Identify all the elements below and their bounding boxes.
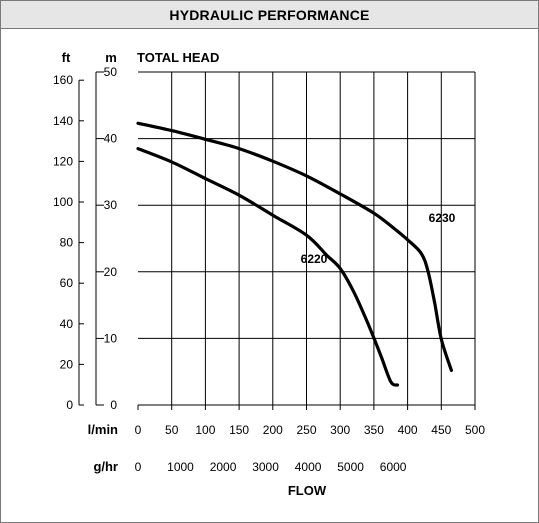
y-tick-label-m-10: 10 (104, 331, 118, 345)
x-tick-label-350: 350 (364, 423, 384, 437)
series-line-6230 (136, 121, 453, 372)
x-tick-label-300: 300 (330, 423, 350, 437)
x-tick-label-gph-5000: 5000 (337, 460, 364, 474)
grid-lines (138, 71, 476, 405)
x-tick-label-50: 50 (165, 423, 179, 437)
y-tick-label-ft-80: 80 (60, 236, 74, 250)
series-label-6220: 6220 (301, 252, 328, 266)
chart-title: HYDRAULIC PERFORMANCE (1, 1, 538, 29)
y-tick-label-ft-140: 140 (53, 114, 73, 128)
x-tick-label-gph-0: 0 (135, 460, 142, 474)
y-unit-m: m (105, 50, 117, 65)
y-tick-label-ft-160: 160 (53, 73, 73, 87)
axes (78, 71, 476, 410)
x-tick-label-gph-3000: 3000 (252, 460, 279, 474)
y-tick-label-ft-60: 60 (60, 276, 74, 290)
y-unit-ft: ft (62, 50, 71, 65)
series-line-6220 (136, 147, 400, 387)
y-tick-label-ft-120: 120 (53, 154, 73, 168)
x-tick-label-gph-1000: 1000 (167, 460, 194, 474)
x-tick-label-250: 250 (296, 423, 316, 437)
series-label-6230: 6230 (429, 211, 456, 225)
y-tick-label-m-0: 0 (110, 398, 117, 412)
x-tick-label-100: 100 (195, 423, 215, 437)
y-tick-label-ft-100: 100 (53, 195, 73, 209)
x-tick-label-400: 400 (398, 423, 418, 437)
x-tick-label-gph-6000: 6000 (380, 460, 407, 474)
y-tick-label-m-40: 40 (104, 132, 118, 146)
x-tick-label-0: 0 (135, 423, 142, 437)
x-tick-label-200: 200 (263, 423, 283, 437)
y-tick-label-m-50: 50 (104, 65, 118, 79)
y-tick-label-ft-20: 20 (60, 357, 74, 371)
chart-subtitle: TOTAL HEAD (137, 50, 219, 65)
x-axis-label: FLOW (288, 483, 327, 498)
x-tick-label-450: 450 (431, 423, 451, 437)
x-tick-label-150: 150 (229, 423, 249, 437)
x-tick-label-500: 500 (465, 423, 485, 437)
x-tick-label-gph-4000: 4000 (295, 460, 322, 474)
y-tick-label-ft-0: 0 (66, 398, 73, 412)
series-lines: 6220 6230 (136, 121, 456, 387)
x-unit-secondary: g/hr (93, 459, 118, 474)
y-tick-label-ft-40: 40 (60, 317, 74, 331)
x-tick-label-gph-2000: 2000 (210, 460, 237, 474)
y-tick-label-m-20: 20 (104, 265, 118, 279)
y-tick-label-m-30: 30 (104, 198, 118, 212)
x-unit-primary: l/min (88, 422, 118, 437)
